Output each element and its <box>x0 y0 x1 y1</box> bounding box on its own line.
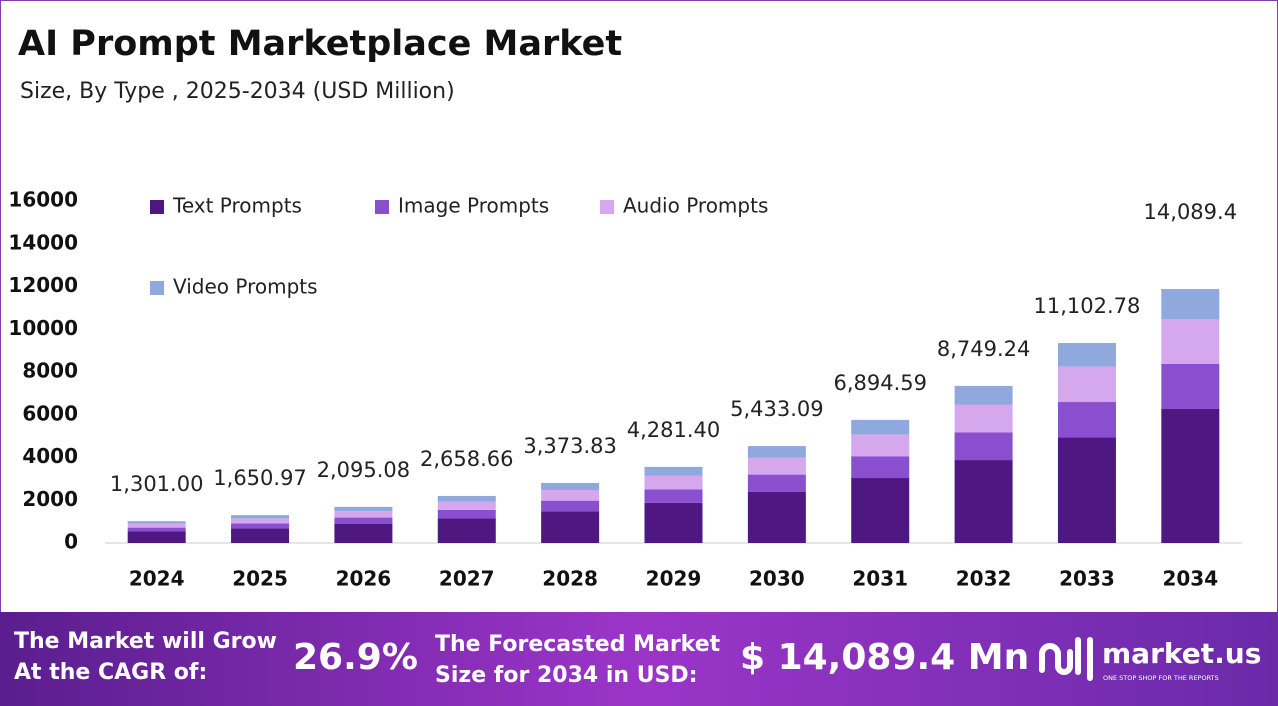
total-label: 1,650.97 <box>213 466 307 490</box>
x-tick-label: 2026 <box>336 567 392 591</box>
bar-segment <box>851 419 910 435</box>
brand-tagline: ONE STOP SHOP FOR THE REPORTS <box>1103 674 1219 682</box>
bar-segment <box>1161 318 1220 364</box>
bar-segment <box>437 501 496 510</box>
total-label: 1,301.00 <box>110 472 204 496</box>
x-tick-label: 2024 <box>129 567 185 591</box>
cagr-text: At the CAGR of: <box>14 660 207 685</box>
total-label: 2,658.66 <box>420 447 514 471</box>
total-label: 11,102.78 <box>1034 294 1141 318</box>
legend-swatch <box>600 200 614 214</box>
bar-segment <box>231 523 290 529</box>
bar-segment <box>437 518 496 543</box>
cagr-value: 26.9% <box>293 637 418 678</box>
y-tick-label: 12000 <box>8 273 78 297</box>
bar-segment <box>334 523 393 543</box>
bar-segment <box>747 491 806 543</box>
x-tick-label: 2032 <box>956 567 1012 591</box>
y-tick-label: 6000 <box>22 401 78 425</box>
chart-subtitle: Size, By Type , 2025-2034 (USD Million) <box>20 79 455 104</box>
y-tick-label: 14000 <box>8 230 78 254</box>
bar-segment <box>541 482 600 490</box>
bar-segment <box>334 517 393 524</box>
total-label: 3,373.83 <box>523 434 617 458</box>
bar-segment <box>1057 343 1116 367</box>
bar-segment <box>127 523 186 528</box>
forecast-value: $ 14,089.4 Mn <box>740 637 1029 678</box>
bar-segment <box>127 521 186 524</box>
x-tick-label: 2030 <box>749 567 805 591</box>
bar-segment <box>1161 289 1220 319</box>
bar-segment <box>541 500 600 512</box>
bar-segment <box>1057 366 1116 403</box>
bar-segment <box>437 495 496 502</box>
x-tick-label: 2034 <box>1162 567 1218 591</box>
bar-segment <box>1057 402 1116 438</box>
bar-segment <box>644 502 703 543</box>
bar-segment <box>644 466 703 476</box>
bar-segment <box>954 404 1013 433</box>
bar-segment <box>851 434 910 457</box>
y-tick-label: 10000 <box>8 316 78 340</box>
legend-swatch <box>375 200 389 214</box>
bar-segment <box>747 457 806 475</box>
y-tick-label: 16000 <box>8 188 78 212</box>
bar-segment <box>747 446 806 458</box>
total-label: 14,089.4 <box>1144 200 1238 224</box>
bar-segment <box>127 531 186 543</box>
bar-segment <box>127 527 186 532</box>
bar-segment <box>747 474 806 492</box>
bar-segment <box>954 385 1013 405</box>
y-tick-label: 0 <box>64 530 78 554</box>
legend-label: Audio Prompts <box>623 194 768 218</box>
bar-segment <box>851 456 910 479</box>
legend-swatch <box>150 281 164 295</box>
bar-segment <box>1057 437 1116 543</box>
brand-name: market.us <box>1102 637 1261 670</box>
bar-segment <box>954 460 1013 543</box>
total-label: 5,433.09 <box>730 397 824 421</box>
legend-label: Image Prompts <box>398 194 549 218</box>
bar-segment <box>1161 363 1220 409</box>
bar-segment <box>231 528 290 543</box>
chart-title: AI Prompt Marketplace Market <box>18 24 622 64</box>
legend-swatch <box>150 200 164 214</box>
footer-band <box>0 612 1278 706</box>
bar-segment <box>1161 408 1220 543</box>
bar-segment <box>334 511 393 518</box>
bar-segment <box>644 475 703 490</box>
total-label: 8,749.24 <box>937 337 1031 361</box>
bar-segment <box>437 509 496 519</box>
cagr-text: The Market will Grow <box>14 629 277 654</box>
bar-segment <box>541 489 600 501</box>
bar-segment <box>954 432 1013 461</box>
bar-segment <box>231 515 290 519</box>
legend-label: Text Prompts <box>172 194 302 218</box>
total-label: 6,894.59 <box>833 371 927 395</box>
bar-segment <box>541 511 600 543</box>
forecast-text: Size for 2034 in USD: <box>435 663 698 688</box>
legend-label: Video Prompts <box>173 275 318 299</box>
y-tick-label: 2000 <box>22 487 78 511</box>
x-tick-label: 2029 <box>646 567 702 591</box>
x-tick-label: 2025 <box>232 567 288 591</box>
x-tick-label: 2033 <box>1059 567 1115 591</box>
forecast-text: The Forecasted Market <box>435 632 721 657</box>
bar-segment <box>851 478 910 543</box>
bar-segment <box>334 506 393 512</box>
y-tick-label: 8000 <box>22 359 78 383</box>
bar-segment <box>644 489 703 503</box>
total-label: 2,095.08 <box>317 458 411 482</box>
bar-segment <box>231 518 290 524</box>
y-tick-label: 4000 <box>22 444 78 468</box>
x-tick-label: 2028 <box>542 567 598 591</box>
x-tick-label: 2031 <box>852 567 908 591</box>
x-tick-label: 2027 <box>439 567 495 591</box>
total-label: 4,281.40 <box>627 418 721 442</box>
brand-logo <box>1039 637 1093 681</box>
